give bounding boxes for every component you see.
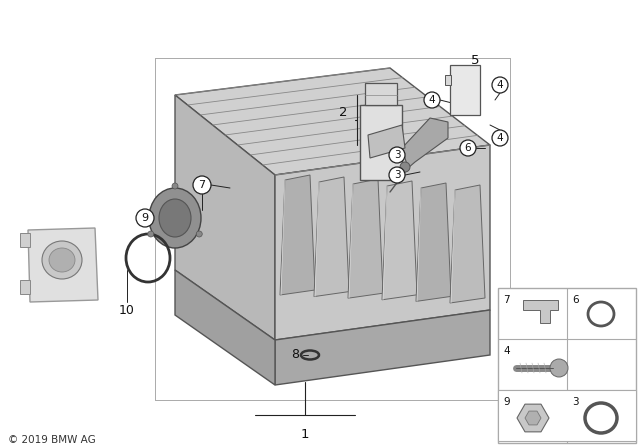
Polygon shape (280, 175, 315, 295)
Polygon shape (382, 181, 417, 300)
Circle shape (492, 130, 508, 146)
Bar (498, 390, 636, 441)
Ellipse shape (149, 188, 201, 248)
Polygon shape (275, 145, 490, 340)
Polygon shape (275, 310, 490, 385)
Polygon shape (314, 177, 349, 297)
Polygon shape (175, 270, 275, 385)
Text: 4: 4 (503, 346, 509, 356)
Polygon shape (368, 125, 405, 158)
Circle shape (136, 209, 154, 227)
Text: 3: 3 (394, 150, 400, 160)
Circle shape (389, 147, 405, 163)
Bar (445, 75, 451, 85)
Polygon shape (523, 300, 558, 323)
Bar (360, 105, 402, 180)
Text: 4: 4 (429, 95, 435, 105)
Text: © 2019 BMW AG: © 2019 BMW AG (8, 435, 96, 445)
Text: 2: 2 (339, 105, 348, 119)
Text: 6: 6 (572, 295, 579, 305)
Ellipse shape (42, 241, 82, 279)
Polygon shape (348, 179, 383, 298)
Text: 6: 6 (465, 143, 471, 153)
Text: 3: 3 (394, 170, 400, 180)
Text: 7: 7 (503, 295, 509, 305)
Circle shape (550, 359, 568, 377)
Polygon shape (450, 185, 485, 303)
Text: 9: 9 (503, 397, 509, 407)
Ellipse shape (49, 248, 75, 272)
Ellipse shape (159, 199, 191, 237)
Text: 1: 1 (301, 428, 309, 441)
Polygon shape (402, 118, 448, 168)
Text: 5: 5 (471, 53, 479, 66)
Bar (498, 288, 636, 443)
Polygon shape (416, 183, 451, 302)
Polygon shape (28, 228, 98, 302)
Polygon shape (175, 68, 490, 175)
Text: 4: 4 (497, 133, 503, 143)
Text: 4: 4 (497, 80, 503, 90)
Circle shape (193, 176, 211, 194)
Bar (20, 233, 30, 247)
Bar (20, 280, 30, 294)
Text: 10: 10 (119, 303, 135, 316)
Circle shape (492, 77, 508, 93)
Text: 142265: 142265 (592, 435, 632, 445)
Circle shape (400, 162, 410, 172)
Circle shape (172, 183, 178, 189)
Text: 7: 7 (198, 180, 205, 190)
Circle shape (424, 92, 440, 108)
Circle shape (460, 140, 476, 156)
Bar (365, 83, 397, 105)
Circle shape (389, 167, 405, 183)
Bar (450, 65, 480, 115)
Circle shape (148, 231, 154, 237)
Text: 3: 3 (572, 397, 579, 407)
Text: 8: 8 (291, 349, 299, 362)
Text: 9: 9 (141, 213, 148, 223)
Circle shape (196, 231, 202, 237)
Polygon shape (175, 95, 275, 340)
